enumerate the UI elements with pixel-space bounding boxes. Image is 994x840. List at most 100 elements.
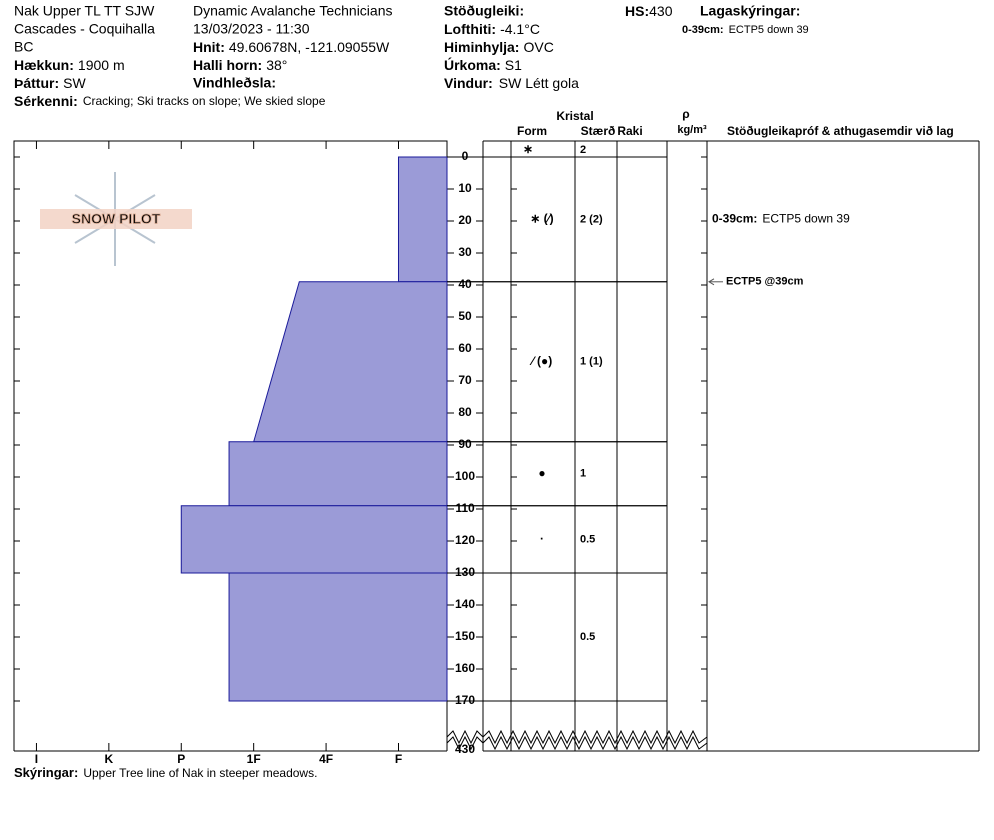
depth-label: 30	[458, 245, 472, 259]
depth-label: 160	[455, 661, 475, 675]
depth-label: 100	[455, 469, 475, 483]
coords: Hnit: 49.60678N, -121.09055W	[193, 39, 390, 55]
value: SW Létt gola	[499, 75, 579, 91]
layer-comment: 0-39cm: ECTP5 down 39	[712, 212, 850, 226]
label: Úrkoma:	[444, 56, 501, 73]
depth-label: 80	[458, 405, 472, 419]
hardness-label: F	[395, 752, 402, 766]
value: S1	[505, 57, 522, 73]
bottom-depth: 430	[455, 742, 475, 756]
grain-form: ·	[540, 532, 544, 546]
value: 38°	[266, 57, 287, 73]
label: Vindur:	[444, 75, 493, 91]
hardness-label: K	[105, 752, 114, 766]
test-arrowhead	[708, 278, 715, 286]
depth-label: 0	[462, 149, 469, 163]
wind-loading: Vindhleðsla:	[193, 75, 276, 91]
label: HS:	[625, 3, 649, 19]
column-header: Raki	[617, 124, 642, 138]
grain-form: ⁄ (●)	[529, 354, 553, 368]
sky: Himinhylja: OVC	[444, 39, 554, 55]
wind: Vindur: SW Létt gola	[444, 75, 579, 91]
column-header: Stærð	[581, 124, 616, 138]
label: Þáttur:	[14, 75, 59, 91]
depth-label: 60	[458, 341, 472, 355]
depth-label: 10	[458, 181, 472, 195]
depth-label: 40	[458, 277, 472, 291]
hardness-label: P	[177, 752, 185, 766]
precip: Úrkoma: S1	[444, 56, 522, 73]
label: Sérkenni:	[14, 93, 78, 109]
value: -4.1°C	[500, 21, 540, 37]
grain-size: 0.5	[580, 533, 595, 545]
depth-break	[446, 735, 708, 751]
label: Hnit:	[193, 39, 225, 55]
depth-label: 140	[455, 597, 475, 611]
grain-size: 0.5	[580, 631, 595, 643]
operator: Dynamic Avalanche Technicians	[193, 3, 393, 19]
depth-label: 130	[455, 565, 475, 579]
logo-text: SNOW PILOT	[72, 211, 161, 227]
logo-band	[40, 209, 192, 229]
hardness-layer	[228, 572, 448, 702]
datetime: 13/03/2023 - 11:30	[193, 21, 310, 37]
legend-title: Lagaskýringar:	[700, 3, 800, 19]
depth-label: 110	[455, 501, 475, 515]
column-header: kg/m³	[677, 124, 707, 136]
value: Upper Tree line of Nak in steeper meadow…	[83, 766, 317, 780]
grain-size: 2 (2)	[580, 213, 603, 225]
stability: Stöðugleiki:	[444, 3, 524, 19]
column-header: Kristal	[556, 109, 593, 123]
depth-label: 120	[455, 533, 475, 547]
hardness-label: 4F	[319, 752, 333, 766]
location: BC	[14, 39, 33, 55]
depth-label: 170	[455, 693, 475, 707]
value: OVC	[523, 39, 553, 55]
hardness-label: I	[35, 752, 38, 766]
surface-size: 2	[580, 144, 586, 156]
grain-form: ∗ (⁄)	[530, 212, 553, 226]
hardness-layer	[180, 505, 448, 574]
hardness-layer	[228, 441, 448, 507]
hs: HS:430	[625, 3, 673, 19]
label: Skýringar:	[14, 765, 78, 780]
legend-note: 0-39cm: ECTP5 down 39	[682, 24, 809, 36]
value: 1900 m	[78, 57, 125, 73]
aspect: Þáttur: SW	[14, 75, 86, 91]
air-temp: Lofthiti: -4.1°C	[444, 21, 540, 37]
value: 430	[649, 3, 673, 19]
features: Sérkenni: Cracking; Ski tracks on slope; …	[14, 93, 326, 109]
location: Nak Upper TL TT SJW	[14, 3, 155, 19]
label: Himinhylja:	[444, 39, 519, 55]
value: SW	[63, 75, 86, 91]
value: ECTP5 down 39	[762, 212, 850, 226]
column-header: Stöðugleikapróf & athugasemdir við lag	[727, 124, 954, 138]
depth-break	[446, 729, 708, 745]
hardness-layer	[397, 156, 448, 283]
hardness-label: 1F	[247, 752, 261, 766]
column-header: Form	[517, 124, 547, 138]
value: Cracking; Ski tracks on slope; We skied …	[83, 94, 326, 108]
grain-size: 1 (1)	[580, 356, 603, 368]
surface-form: ∗	[523, 142, 533, 156]
value: ECTP5 down 39	[729, 24, 809, 36]
depth-label: 70	[458, 373, 472, 387]
label: Lofthiti:	[444, 21, 496, 37]
grain-size: 1	[580, 468, 586, 480]
slope: Halli horn: 38°	[193, 57, 287, 73]
depth-label: 50	[458, 309, 472, 323]
label: 0-39cm:	[682, 24, 724, 36]
label: Halli horn:	[193, 57, 262, 73]
footer: Skýringar: Upper Tree line of Nak in stee…	[14, 765, 317, 780]
value: 49.60678N, -121.09055W	[229, 39, 390, 55]
depth-label: 150	[455, 629, 475, 643]
label: Hækkun:	[14, 57, 74, 73]
elevation: Hækkun: 1900 m	[14, 57, 125, 73]
depth-label: 20	[458, 213, 472, 227]
hardness-layer	[253, 281, 448, 443]
depth-label: 90	[458, 437, 472, 451]
test-label: ECTP5 @39cm	[726, 276, 804, 288]
location: Cascades - Coquihalla	[14, 21, 155, 37]
